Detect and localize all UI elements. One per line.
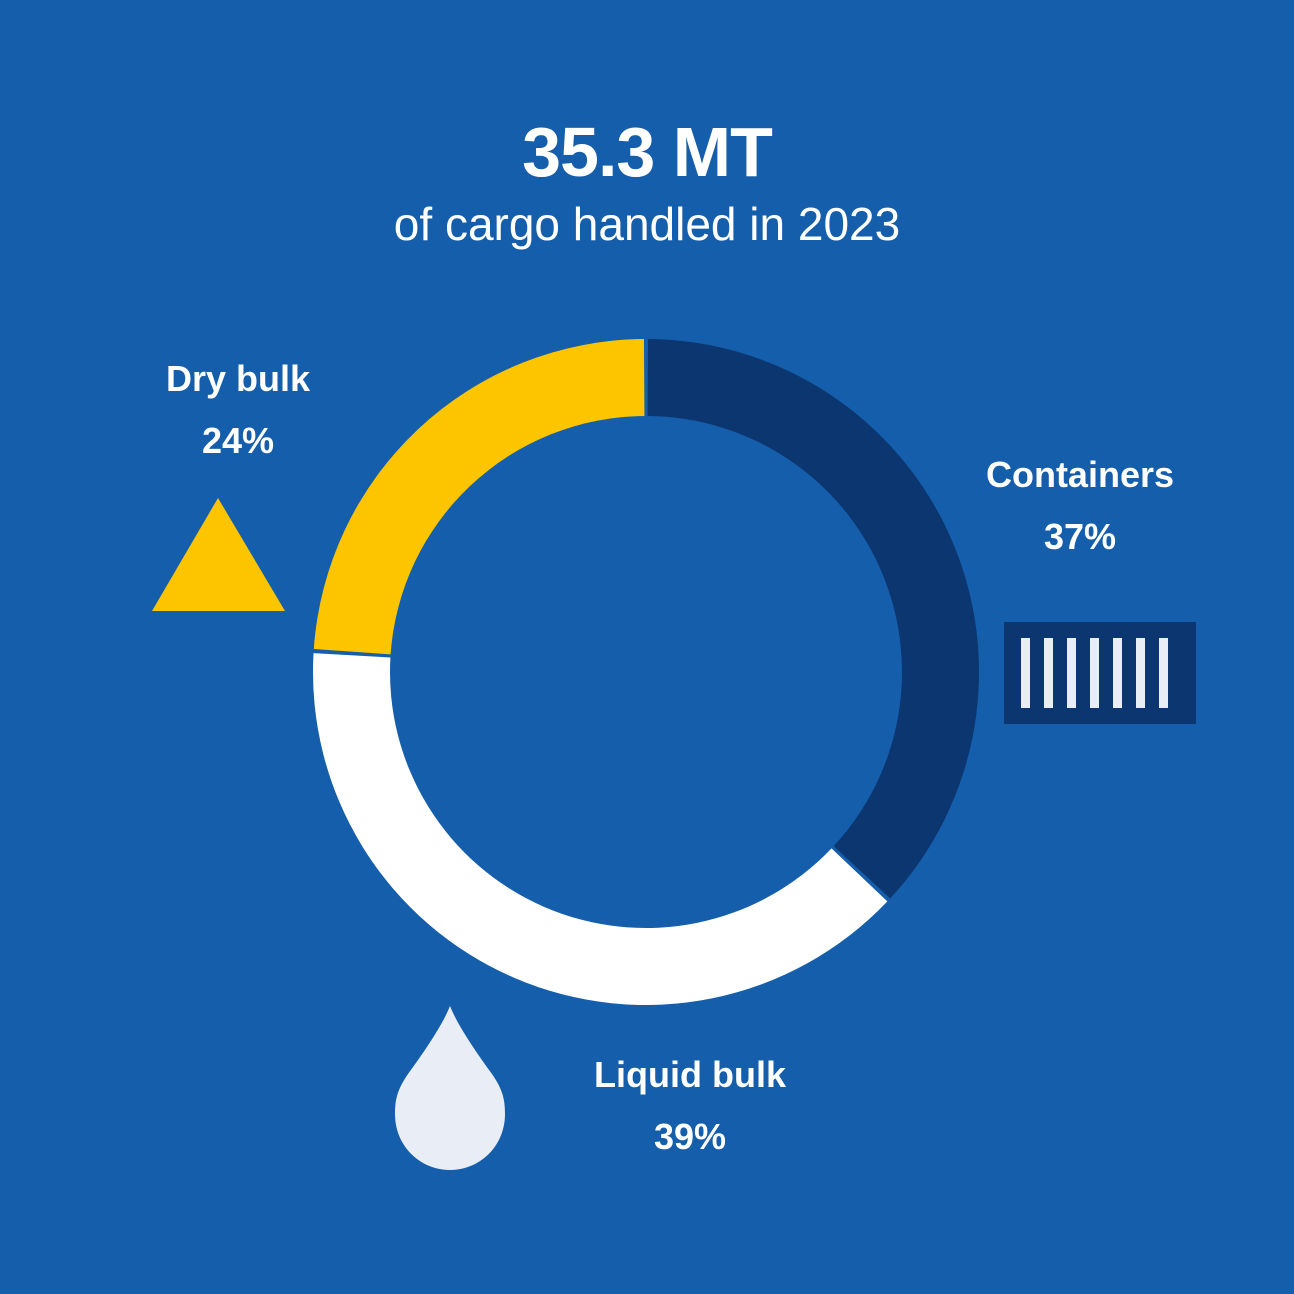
dry-bulk-category-label: Dry bulk bbox=[165, 358, 311, 399]
droplet-icon bbox=[395, 1006, 505, 1170]
liquid-bulk-label: Liquid bulk 39% bbox=[560, 1044, 820, 1168]
slice-dry-bulk bbox=[313, 339, 645, 655]
liquid-bulk-value-label: 39% bbox=[653, 1116, 727, 1157]
containers-label: Containers 37% bbox=[950, 444, 1210, 568]
dry-bulk-label: Dry bulk 24% bbox=[138, 348, 338, 472]
liquid-bulk-category-label: Liquid bulk bbox=[594, 1054, 786, 1095]
slice-liquid-bulk bbox=[313, 653, 888, 1005]
containers-category-label: Containers bbox=[985, 454, 1175, 495]
shipping-container-icon bbox=[1004, 622, 1196, 724]
dry-bulk-value-label: 24% bbox=[201, 420, 275, 461]
cargo-total-title: 35.3 MT bbox=[522, 113, 773, 191]
triangle-pile-icon bbox=[152, 498, 285, 611]
cargo-total-subtitle: of cargo handled in 2023 bbox=[393, 198, 901, 250]
slice-containers bbox=[647, 339, 979, 899]
containers-value-label: 37% bbox=[1043, 516, 1117, 557]
